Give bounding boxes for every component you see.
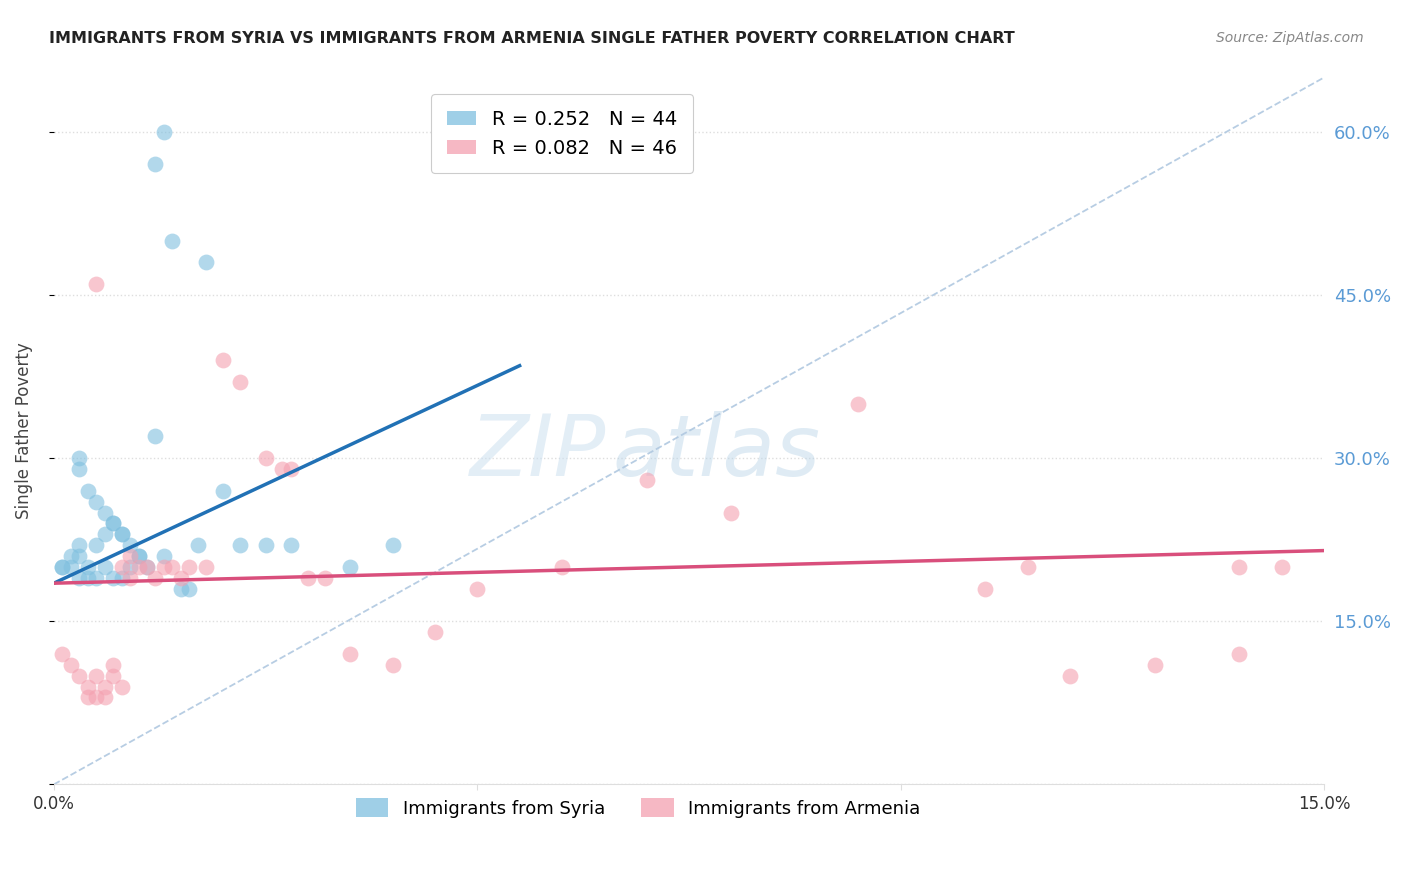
Point [848,397,870,411]
Point [110,527,132,541]
Y-axis label: Single Father Poverty: Single Father Poverty [15,343,32,519]
Point [280,538,302,552]
Point [51,560,73,574]
Point [974,582,997,596]
Point [136,560,159,574]
Point [314,571,336,585]
Point [162,234,184,248]
Point [59,560,82,574]
Point [339,647,361,661]
Point [76,560,98,574]
Point [110,680,132,694]
Point [339,560,361,574]
Point [59,549,82,563]
Point [84,571,107,585]
Point [195,560,218,574]
Point [170,571,193,585]
Point [51,647,73,661]
Point [67,462,90,476]
Point [67,571,90,585]
Point [76,483,98,498]
Point [187,538,209,552]
Point [110,560,132,574]
Point [162,560,184,574]
Point [297,571,319,585]
Point [93,680,115,694]
Point [118,571,141,585]
Point [145,571,167,585]
Point [381,657,404,672]
Point [84,690,107,705]
Legend: Immigrants from Syria, Immigrants from Armenia: Immigrants from Syria, Immigrants from A… [349,791,928,825]
Point [93,506,115,520]
Text: ZIP: ZIP [470,410,606,493]
Point [118,538,141,552]
Point [1271,560,1294,574]
Text: atlas: atlas [613,410,821,493]
Point [84,668,107,682]
Point [195,255,218,269]
Point [254,538,277,552]
Point [145,429,167,443]
Point [1229,647,1251,661]
Point [212,353,235,368]
Point [128,560,150,574]
Point [271,462,294,476]
Point [93,690,115,705]
Point [551,560,574,574]
Point [101,516,124,531]
Point [153,549,176,563]
Point [1229,560,1251,574]
Point [101,657,124,672]
Point [84,277,107,291]
Point [136,560,159,574]
Point [1059,668,1081,682]
Point [110,571,132,585]
Point [153,125,176,139]
Point [76,690,98,705]
Point [101,571,124,585]
Point [118,560,141,574]
Point [76,571,98,585]
Point [128,549,150,563]
Point [101,516,124,531]
Point [84,494,107,508]
Point [101,668,124,682]
Point [212,483,235,498]
Point [59,657,82,672]
Point [128,549,150,563]
Point [118,549,141,563]
Point [280,462,302,476]
Point [93,527,115,541]
Point [381,538,404,552]
Point [110,527,132,541]
Point [67,451,90,466]
Point [1017,560,1039,574]
Point [254,451,277,466]
Point [465,582,488,596]
Point [423,625,446,640]
Point [229,375,252,389]
Point [67,549,90,563]
Point [1143,657,1166,672]
Text: IMMIGRANTS FROM SYRIA VS IMMIGRANTS FROM ARMENIA SINGLE FATHER POVERTY CORRELATI: IMMIGRANTS FROM SYRIA VS IMMIGRANTS FROM… [49,31,1015,46]
Text: Source: ZipAtlas.com: Source: ZipAtlas.com [1216,31,1364,45]
Point [720,506,742,520]
Point [76,680,98,694]
Point [179,560,201,574]
Point [51,560,73,574]
Point [153,560,176,574]
Point [67,668,90,682]
Point [179,582,201,596]
Point [636,473,658,487]
Point [229,538,252,552]
Point [67,538,90,552]
Point [93,560,115,574]
Point [84,538,107,552]
Point [145,157,167,171]
Point [170,582,193,596]
